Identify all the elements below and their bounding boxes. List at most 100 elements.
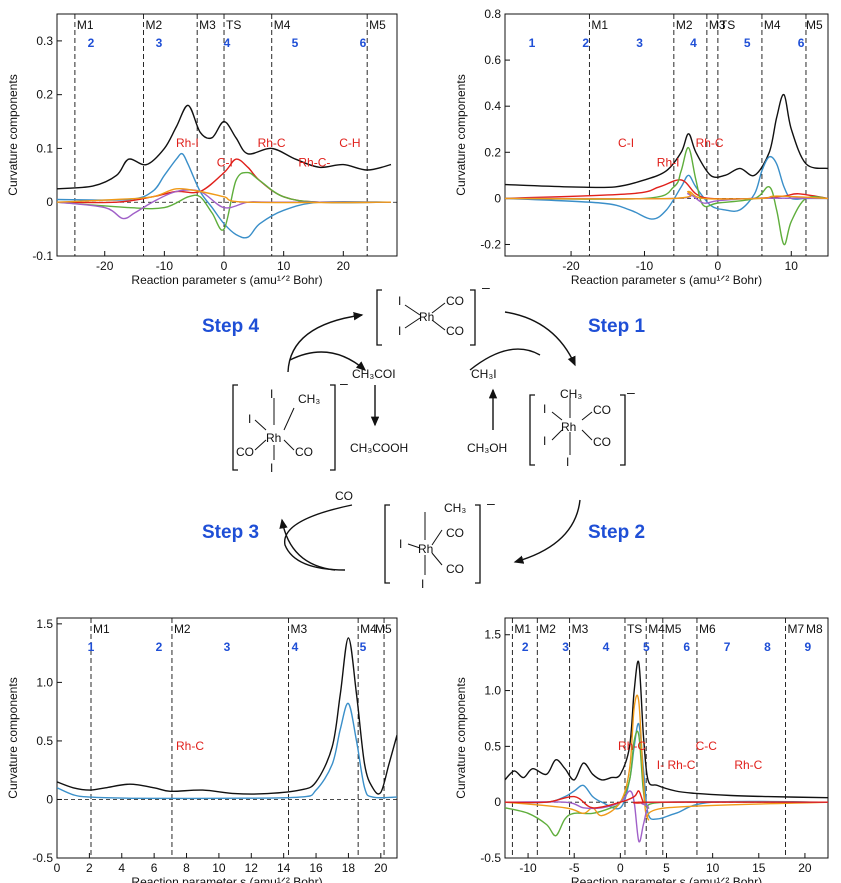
iodide-label: I bbox=[543, 402, 546, 416]
step1-label: Step 1 bbox=[588, 316, 646, 337]
y-axis-label: Curvature components bbox=[6, 74, 20, 195]
region-label: M4 bbox=[274, 18, 291, 32]
region-label: M3 bbox=[199, 18, 216, 32]
region-number: 1 bbox=[88, 640, 95, 654]
x-tick-label: -5 bbox=[569, 861, 580, 875]
charge-sign: – bbox=[627, 384, 635, 400]
region-number: 3 bbox=[224, 640, 231, 654]
acetyl-iodide-label: CH₃COI bbox=[352, 367, 396, 381]
rhodium-label: Rh bbox=[266, 431, 281, 445]
ch3i-uptake-arrow bbox=[469, 348, 541, 371]
region-label: M5 bbox=[806, 18, 823, 32]
region-label: M1 bbox=[591, 18, 608, 32]
plot-frame bbox=[56, 617, 398, 859]
region-label: M5 bbox=[375, 622, 392, 636]
region-label: M2 bbox=[539, 622, 556, 636]
x-tick-label: 12 bbox=[245, 861, 259, 875]
x-tick-label: 0 bbox=[715, 259, 722, 273]
region-number: 3 bbox=[562, 640, 569, 654]
charge-sign: – bbox=[482, 279, 490, 295]
iodide-label-3: I bbox=[566, 455, 569, 469]
x-tick-label: -20 bbox=[562, 259, 580, 273]
series-line-black bbox=[505, 93, 828, 189]
y-tick-label: -0.1 bbox=[32, 249, 53, 263]
y-tick-label: 0.5 bbox=[484, 739, 501, 753]
methyl-label: CH₃ bbox=[298, 392, 320, 406]
region-number: 5 bbox=[643, 640, 650, 654]
region-label: M2 bbox=[145, 18, 162, 32]
step2-label: Step 2 bbox=[588, 522, 646, 543]
iodide-label: I bbox=[248, 412, 251, 426]
region-number: 6 bbox=[798, 36, 805, 50]
plot-frame bbox=[504, 617, 829, 859]
step3-arrow-head bbox=[279, 518, 336, 571]
x-tick-label: -10 bbox=[519, 861, 537, 875]
rhodium-label: Rh bbox=[418, 542, 433, 556]
step4-arrow bbox=[287, 311, 364, 373]
y-tick-label: 0 bbox=[46, 195, 53, 209]
step3-label: Step 3 bbox=[202, 522, 260, 543]
complex-methyl-rh: CH₃ I I Rh CO CO I – bbox=[529, 384, 635, 469]
bond-annotation: Rh-I bbox=[176, 136, 199, 150]
bond-annotation: Rh-C bbox=[258, 136, 286, 150]
region-number: 4 bbox=[292, 640, 299, 654]
y-tick-label: 0 bbox=[494, 795, 501, 809]
bond-annotation: C-C bbox=[696, 739, 718, 753]
chart-step4: M1 M2 M3 TS M4 M5 2 3 4 5 6 -20 -10 0 10 20 -0.1 0 0.1 0.2 0… bbox=[6, 13, 398, 287]
region-label: M4 bbox=[648, 622, 665, 636]
region-label: TS bbox=[627, 622, 642, 636]
x-tick-label: -20 bbox=[96, 259, 114, 273]
x-tick-label: 5 bbox=[663, 861, 670, 875]
region-number: 5 bbox=[744, 36, 751, 50]
x-tick-label: 0 bbox=[221, 259, 228, 273]
y-tick-label: 0.1 bbox=[36, 141, 53, 155]
iodide-label: I bbox=[399, 537, 402, 551]
catalytic-cycle: I Rh CO CO I – CH₃ I I Rh CO CO I – bbox=[232, 279, 635, 591]
series-line-green bbox=[505, 146, 828, 246]
series-line-black bbox=[57, 637, 397, 795]
y-tick-label: 0.6 bbox=[484, 53, 501, 67]
iodide-label-2: I bbox=[270, 387, 273, 401]
region-label: M3 bbox=[291, 622, 308, 636]
x-tick-label: 10 bbox=[706, 861, 720, 875]
bond-annotation: Rh-C bbox=[176, 739, 204, 753]
series-line-blue bbox=[57, 152, 392, 239]
methyl-label: CH₃ bbox=[444, 501, 466, 515]
series-line-green bbox=[505, 730, 828, 837]
region-number: 7 bbox=[724, 640, 731, 654]
region-number: 3 bbox=[156, 36, 163, 50]
region-label: M1 bbox=[514, 622, 531, 636]
region-number: 6 bbox=[683, 640, 690, 654]
step4-label: Step 4 bbox=[202, 316, 260, 337]
y-tick-label: 0.5 bbox=[36, 734, 53, 748]
step2-arrow bbox=[513, 499, 581, 564]
methyl-label: CH₃ bbox=[560, 387, 582, 401]
x-axis-label: Reaction parameter s (amu¹ᐟ² Bohr) bbox=[131, 875, 322, 883]
y-tick-label: -0.5 bbox=[32, 851, 53, 865]
x-tick-label: 10 bbox=[277, 259, 291, 273]
region-label: M8 bbox=[806, 622, 823, 636]
x-axis-label: Reaction parameter s (amu¹ᐟ² Bohr) bbox=[571, 273, 762, 287]
acetic-acid-label: CH₃COOH bbox=[350, 441, 408, 455]
x-tick-label: 2 bbox=[86, 861, 93, 875]
region-label: M5 bbox=[369, 18, 386, 32]
rhodium-label: Rh bbox=[561, 420, 576, 434]
carbon-monoxide-label: CO bbox=[335, 489, 353, 503]
series-line-green bbox=[57, 171, 392, 231]
x-tick-label: 16 bbox=[309, 861, 323, 875]
iodide-label-3: I bbox=[270, 461, 273, 475]
series-line-red bbox=[505, 790, 828, 809]
x-tick-label: 20 bbox=[337, 259, 351, 273]
y-axis-label: Curvature components bbox=[454, 74, 468, 195]
chart-step2: M1 M2 M3 TS M4 M5 M6 M7 M8 2 3 4 5 6 7 8 9 -10 -5 0 5 10 15 20 -… bbox=[454, 617, 829, 883]
carbonyl-label: CO bbox=[446, 294, 464, 308]
bond-annotation: C-I bbox=[217, 155, 233, 169]
charge-sign: – bbox=[487, 495, 495, 511]
y-tick-label: 1.5 bbox=[484, 628, 501, 642]
y-tick-label: 1.0 bbox=[484, 684, 501, 698]
region-number: 2 bbox=[522, 640, 529, 654]
bond-annotation: Rh-C bbox=[696, 136, 724, 150]
